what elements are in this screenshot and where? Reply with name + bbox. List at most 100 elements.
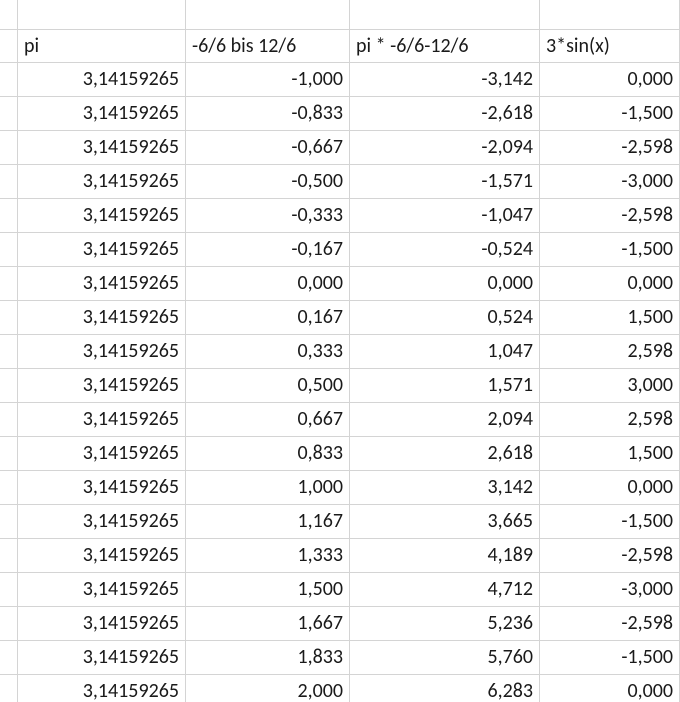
gutter-cell[interactable] bbox=[0, 573, 18, 607]
cell-x[interactable]: 3,142 bbox=[350, 471, 540, 505]
cell-fraction[interactable]: -0,167 bbox=[186, 233, 350, 267]
cell-y[interactable]: 1,500 bbox=[540, 437, 680, 471]
gutter-cell[interactable] bbox=[0, 369, 18, 403]
cell-y[interactable]: 0,000 bbox=[540, 63, 680, 97]
cell-pi[interactable]: 3,14159265 bbox=[18, 369, 186, 403]
cell-x[interactable]: -1,571 bbox=[350, 165, 540, 199]
blank-cell[interactable] bbox=[18, 0, 186, 30]
cell-x[interactable]: 3,665 bbox=[350, 505, 540, 539]
blank-cell[interactable] bbox=[186, 0, 350, 30]
gutter-cell[interactable] bbox=[0, 301, 18, 335]
cell-pi[interactable]: 3,14159265 bbox=[18, 335, 186, 369]
cell-x[interactable]: -2,094 bbox=[350, 131, 540, 165]
column-header-fraction[interactable]: -6/6 bis 12/6 bbox=[186, 30, 350, 63]
cell-y[interactable]: 3,000 bbox=[540, 369, 680, 403]
cell-pi[interactable]: 3,14159265 bbox=[18, 165, 186, 199]
column-header-x[interactable]: pi * -6/6-12/6 bbox=[350, 30, 540, 63]
cell-pi[interactable]: 3,14159265 bbox=[18, 675, 186, 702]
cell-fraction[interactable]: 0,667 bbox=[186, 403, 350, 437]
gutter-cell[interactable] bbox=[0, 0, 18, 30]
cell-pi[interactable]: 3,14159265 bbox=[18, 199, 186, 233]
cell-pi[interactable]: 3,14159265 bbox=[18, 505, 186, 539]
cell-x[interactable]: 2,094 bbox=[350, 403, 540, 437]
cell-y[interactable]: -1,500 bbox=[540, 505, 680, 539]
cell-pi[interactable]: 3,14159265 bbox=[18, 607, 186, 641]
cell-x[interactable]: 2,618 bbox=[350, 437, 540, 471]
cell-fraction[interactable]: 0,500 bbox=[186, 369, 350, 403]
cell-y[interactable]: 0,000 bbox=[540, 675, 680, 702]
cell-y[interactable]: -2,598 bbox=[540, 131, 680, 165]
cell-x[interactable]: 5,760 bbox=[350, 641, 540, 675]
cell-y[interactable]: -2,598 bbox=[540, 539, 680, 573]
blank-cell[interactable] bbox=[540, 0, 680, 30]
cell-x[interactable]: -3,142 bbox=[350, 63, 540, 97]
column-header-pi[interactable]: pi bbox=[18, 30, 186, 63]
cell-y[interactable]: 2,598 bbox=[540, 403, 680, 437]
gutter-cell[interactable] bbox=[0, 199, 18, 233]
cell-fraction[interactable]: 0,333 bbox=[186, 335, 350, 369]
cell-pi[interactable]: 3,14159265 bbox=[18, 437, 186, 471]
gutter-cell[interactable] bbox=[0, 267, 18, 301]
cell-pi[interactable]: 3,14159265 bbox=[18, 641, 186, 675]
cell-pi[interactable]: 3,14159265 bbox=[18, 97, 186, 131]
cell-fraction[interactable]: -0,833 bbox=[186, 97, 350, 131]
cell-fraction[interactable]: 1,167 bbox=[186, 505, 350, 539]
cell-fraction[interactable]: 1,667 bbox=[186, 607, 350, 641]
cell-fraction[interactable]: 0,833 bbox=[186, 437, 350, 471]
cell-x[interactable]: 1,571 bbox=[350, 369, 540, 403]
cell-x[interactable]: -0,524 bbox=[350, 233, 540, 267]
cell-fraction[interactable]: -0,667 bbox=[186, 131, 350, 165]
cell-x[interactable]: 4,712 bbox=[350, 573, 540, 607]
cell-x[interactable]: 4,189 bbox=[350, 539, 540, 573]
column-header-y[interactable]: 3*sin(x) bbox=[540, 30, 680, 63]
gutter-cell[interactable] bbox=[0, 97, 18, 131]
cell-x[interactable]: 1,047 bbox=[350, 335, 540, 369]
cell-y[interactable]: 1,500 bbox=[540, 301, 680, 335]
cell-x[interactable]: 0,000 bbox=[350, 267, 540, 301]
cell-pi[interactable]: 3,14159265 bbox=[18, 539, 186, 573]
cell-y[interactable]: -1,500 bbox=[540, 233, 680, 267]
cell-pi[interactable]: 3,14159265 bbox=[18, 301, 186, 335]
cell-fraction[interactable]: 0,000 bbox=[186, 267, 350, 301]
cell-pi[interactable]: 3,14159265 bbox=[18, 471, 186, 505]
blank-cell[interactable] bbox=[350, 0, 540, 30]
cell-x[interactable]: -1,047 bbox=[350, 199, 540, 233]
gutter-cell[interactable] bbox=[0, 30, 18, 63]
gutter-cell[interactable] bbox=[0, 675, 18, 702]
cell-pi[interactable]: 3,14159265 bbox=[18, 267, 186, 301]
gutter-cell[interactable] bbox=[0, 437, 18, 471]
cell-y[interactable]: 0,000 bbox=[540, 471, 680, 505]
cell-y[interactable]: 0,000 bbox=[540, 267, 680, 301]
cell-x[interactable]: 6,283 bbox=[350, 675, 540, 702]
gutter-cell[interactable] bbox=[0, 63, 18, 97]
spreadsheet-grid[interactable]: pi-6/6 bis 12/6pi * -6/6-12/63*sin(x) 3,1… bbox=[0, 0, 680, 702]
gutter-cell[interactable] bbox=[0, 233, 18, 267]
cell-pi[interactable]: 3,14159265 bbox=[18, 131, 186, 165]
cell-fraction[interactable]: 1,000 bbox=[186, 471, 350, 505]
gutter-cell[interactable] bbox=[0, 131, 18, 165]
cell-y[interactable]: 2,598 bbox=[540, 335, 680, 369]
cell-pi[interactable]: 3,14159265 bbox=[18, 233, 186, 267]
cell-y[interactable]: -1,500 bbox=[540, 641, 680, 675]
cell-x[interactable]: -2,618 bbox=[350, 97, 540, 131]
gutter-cell[interactable] bbox=[0, 641, 18, 675]
gutter-cell[interactable] bbox=[0, 471, 18, 505]
cell-pi[interactable]: 3,14159265 bbox=[18, 63, 186, 97]
cell-y[interactable]: -3,000 bbox=[540, 165, 680, 199]
cell-fraction[interactable]: 0,167 bbox=[186, 301, 350, 335]
gutter-cell[interactable] bbox=[0, 335, 18, 369]
gutter-cell[interactable] bbox=[0, 165, 18, 199]
gutter-cell[interactable] bbox=[0, 505, 18, 539]
cell-fraction[interactable]: 2,000 bbox=[186, 675, 350, 702]
cell-x[interactable]: 5,236 bbox=[350, 607, 540, 641]
cell-y[interactable]: -3,000 bbox=[540, 573, 680, 607]
cell-fraction[interactable]: 1,333 bbox=[186, 539, 350, 573]
cell-pi[interactable]: 3,14159265 bbox=[18, 403, 186, 437]
cell-fraction[interactable]: -0,500 bbox=[186, 165, 350, 199]
gutter-cell[interactable] bbox=[0, 607, 18, 641]
gutter-cell[interactable] bbox=[0, 403, 18, 437]
cell-fraction[interactable]: 1,500 bbox=[186, 573, 350, 607]
cell-fraction[interactable]: 1,833 bbox=[186, 641, 350, 675]
cell-fraction[interactable]: -0,333 bbox=[186, 199, 350, 233]
cell-y[interactable]: -2,598 bbox=[540, 607, 680, 641]
